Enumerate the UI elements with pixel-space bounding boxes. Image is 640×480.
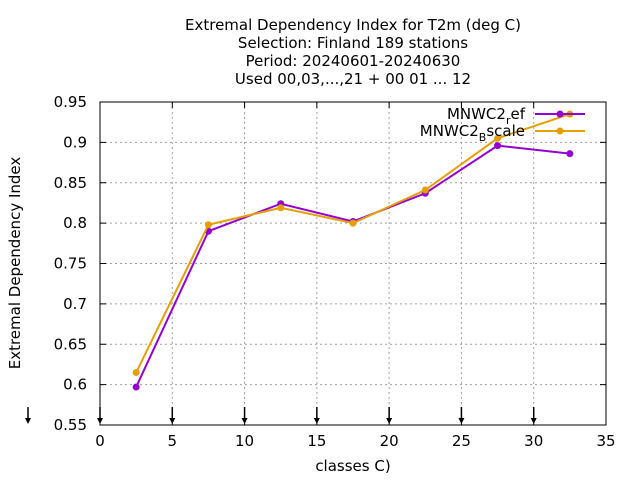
x-axis-label: classes C) <box>315 457 390 475</box>
class-marker-arrow <box>458 418 465 424</box>
class-marker-arrow <box>241 418 248 424</box>
class-marker-arrow <box>25 418 31 424</box>
title-line: Selection: Finland 189 stations <box>238 34 468 52</box>
x-tick-label: 20 <box>380 432 399 450</box>
data-point <box>566 150 574 158</box>
y-tick-label: 0.75 <box>54 255 87 273</box>
class-marker-arrow <box>313 418 320 424</box>
legend-label-2: MNWC2Bscale <box>420 122 525 144</box>
legend-marker-1 <box>556 110 564 118</box>
axis-ticks: 0 5 10 15 20 25 30 35 0.55 0.6 0.65 0.7 0.75 0.8 0.85 0… <box>54 93 616 450</box>
x-tick-label: 10 <box>235 432 254 450</box>
class-markers <box>25 407 537 424</box>
x-tick-label: 30 <box>524 432 543 450</box>
chart-title: Extremal Dependency Index for T2m (deg C… <box>185 16 521 88</box>
y-tick-label: 0.95 <box>54 93 87 111</box>
title-line: Period: 20240601-20240630 <box>246 52 461 70</box>
data-point <box>421 186 429 194</box>
y-axis-label: Extremal Dependency Index <box>6 157 24 370</box>
data-point <box>132 383 140 391</box>
legend-marker-2 <box>556 127 564 135</box>
data-point <box>132 369 140 377</box>
x-tick-label: 25 <box>452 432 471 450</box>
y-tick-label: 0.55 <box>54 416 87 434</box>
class-marker-arrow <box>530 418 537 424</box>
data-point <box>349 219 357 227</box>
x-tick-label: 0 <box>95 432 105 450</box>
y-tick-label: 0.6 <box>63 376 87 394</box>
y-tick-label: 0.85 <box>54 174 87 192</box>
y-tick-label: 0.7 <box>63 295 87 313</box>
class-marker-arrow <box>97 418 103 424</box>
y-tick-label: 0.65 <box>54 335 87 353</box>
x-tick-label: 15 <box>307 432 326 450</box>
title-line: Used 00,03,...,21 + 00 01 ... 12 <box>235 70 471 88</box>
grid <box>100 102 606 425</box>
legend-label-1: MNWC2ref <box>447 105 526 127</box>
data-point <box>277 204 285 212</box>
class-marker-arrow <box>386 418 393 424</box>
x-tick-label: 5 <box>168 432 178 450</box>
class-marker-arrow <box>169 418 176 424</box>
data-point <box>494 134 502 142</box>
series-line-2 <box>135 113 571 373</box>
series-line-1 <box>135 144 570 388</box>
series-layer <box>132 110 574 391</box>
data-point <box>494 142 502 150</box>
data-point <box>204 221 212 229</box>
y-tick-label: 0.8 <box>63 214 87 232</box>
title-line: Extremal Dependency Index for T2m (deg C… <box>185 16 521 34</box>
y-tick-label: 0.9 <box>63 133 87 151</box>
x-tick-label: 35 <box>596 432 615 450</box>
